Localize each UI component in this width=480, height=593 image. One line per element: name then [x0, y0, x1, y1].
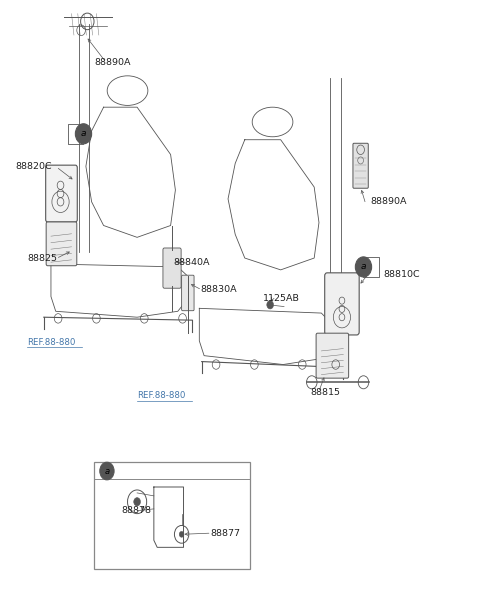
Text: 88878: 88878: [121, 506, 151, 515]
FancyBboxPatch shape: [46, 222, 77, 266]
FancyBboxPatch shape: [46, 165, 77, 222]
Circle shape: [134, 498, 141, 506]
Text: a: a: [361, 263, 366, 272]
Text: 1125AB: 1125AB: [263, 294, 300, 303]
Circle shape: [355, 257, 372, 277]
FancyBboxPatch shape: [353, 144, 368, 188]
Text: 88890A: 88890A: [370, 197, 407, 206]
Text: 88810C: 88810C: [384, 270, 420, 279]
Text: 88890A: 88890A: [94, 58, 131, 68]
FancyBboxPatch shape: [316, 333, 348, 378]
Circle shape: [267, 301, 274, 309]
Circle shape: [75, 124, 92, 144]
FancyBboxPatch shape: [181, 275, 194, 311]
FancyBboxPatch shape: [163, 248, 181, 288]
Text: a: a: [104, 467, 109, 476]
Text: 88825: 88825: [27, 254, 57, 263]
Circle shape: [100, 462, 114, 480]
Text: REF.88-880: REF.88-880: [27, 338, 75, 347]
Text: 88877: 88877: [210, 528, 240, 538]
Text: REF.88-880: REF.88-880: [137, 391, 185, 400]
FancyBboxPatch shape: [324, 273, 359, 335]
Text: 88820C: 88820C: [15, 162, 52, 171]
Text: a: a: [81, 129, 86, 138]
Circle shape: [179, 531, 184, 537]
Text: 88815: 88815: [311, 388, 341, 397]
Text: 88830A: 88830A: [201, 285, 238, 294]
Text: 88840A: 88840A: [173, 258, 209, 267]
Bar: [94, 462, 250, 569]
